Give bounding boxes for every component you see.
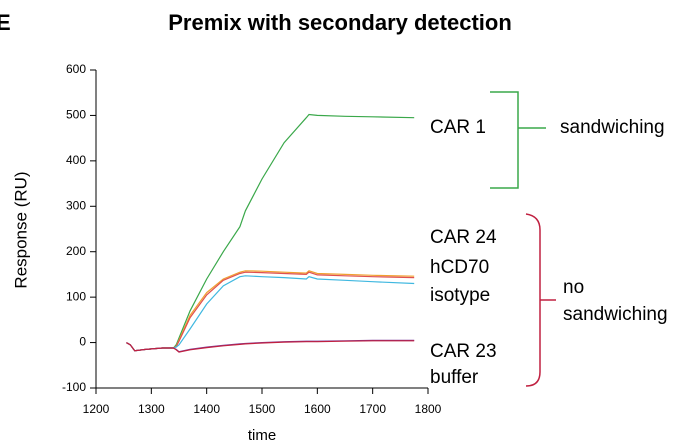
series-line bbox=[126, 271, 415, 352]
series-label: CAR 23 bbox=[430, 341, 497, 362]
y-tick-label: 600 bbox=[66, 62, 86, 76]
y-tick-label: -100 bbox=[62, 380, 86, 394]
y-tick-label: 500 bbox=[66, 108, 86, 122]
x-tick-label: 1600 bbox=[304, 402, 331, 416]
series-label: hCD70 bbox=[430, 257, 489, 278]
series-label: CAR 1 bbox=[430, 117, 486, 138]
series-line bbox=[126, 275, 415, 352]
series-label: CAR 24 bbox=[430, 227, 497, 248]
y-tick-label: 100 bbox=[66, 289, 86, 303]
x-tick-label: 1200 bbox=[83, 402, 110, 416]
y-tick-label: 400 bbox=[66, 153, 86, 167]
series-line bbox=[126, 339, 415, 353]
bracket bbox=[490, 91, 546, 189]
x-tick-label: 1800 bbox=[415, 402, 442, 416]
series-line bbox=[126, 113, 415, 352]
annotation: no bbox=[563, 277, 584, 298]
series-line bbox=[126, 340, 415, 353]
chart-title: Premix with secondary detection bbox=[168, 10, 512, 35]
annotation: sandwiching bbox=[560, 117, 665, 138]
series-line bbox=[126, 270, 415, 352]
series-label: isotype bbox=[430, 285, 490, 306]
x-tick-label: 1700 bbox=[359, 402, 386, 416]
y-axis-label: Response (RU) bbox=[11, 171, 30, 288]
bracket bbox=[525, 213, 556, 387]
annotation: sandwiching bbox=[563, 304, 668, 325]
x-tick-label: 1400 bbox=[193, 402, 220, 416]
y-tick-label: 300 bbox=[66, 198, 86, 212]
x-tick-label: 1300 bbox=[138, 402, 165, 416]
series-label: buffer bbox=[430, 367, 479, 388]
x-tick-label: 1500 bbox=[249, 402, 276, 416]
y-tick-label: 200 bbox=[66, 244, 86, 258]
x-axis-label: time bbox=[248, 427, 276, 444]
panel-label: E bbox=[0, 10, 11, 35]
y-tick-label: 0 bbox=[79, 335, 86, 349]
